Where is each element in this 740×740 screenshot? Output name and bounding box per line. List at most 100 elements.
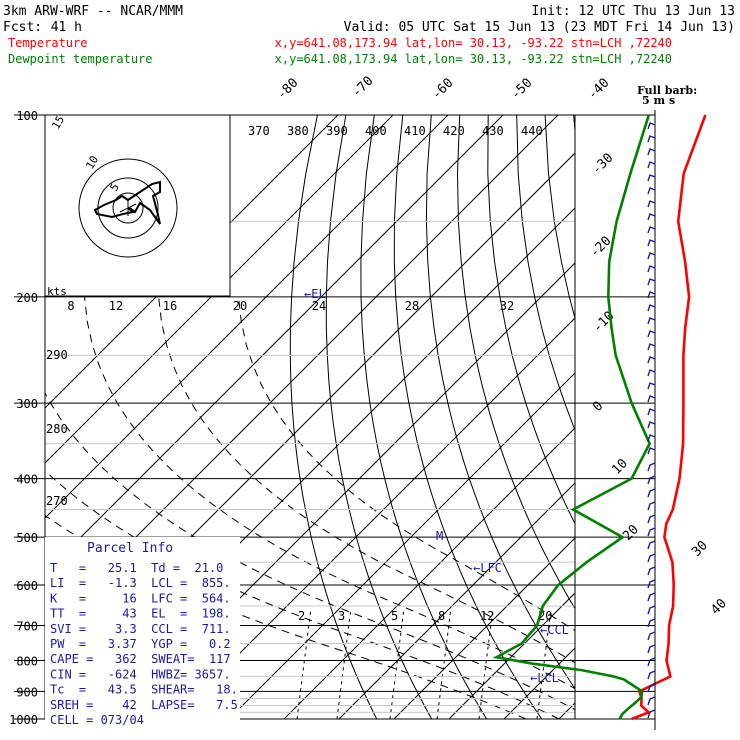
wind-barb: [647, 434, 656, 442]
isotherm-line: [448, 592, 575, 719]
moist-adiabat-line: [45, 391, 575, 711]
wind-barb: [647, 187, 656, 195]
parcel-info-row: Tc = 43.5 SHEAR= 18.: [50, 683, 238, 697]
mixing-ratio-label: 5: [391, 609, 398, 623]
wind-barb: [647, 670, 656, 680]
wind-barb: [647, 239, 656, 247]
wind-barb: [647, 644, 656, 654]
dry-adiabat-line: [602, 115, 740, 719]
isotherm-line: [338, 482, 575, 719]
wind-barb: [647, 304, 656, 312]
mixing-ratio-line: [336, 607, 352, 719]
hodo-ring-label-mid: 10: [83, 154, 101, 172]
lcl-marker: ←LCL: [530, 671, 559, 685]
theta-tick-label: 380: [287, 124, 309, 138]
wind-barb: [647, 317, 656, 325]
dry-adiabat-line: [425, 115, 575, 690]
isotherm-tick-label: 30: [689, 538, 711, 560]
parcel-info-row: TT = 43 EL = 198.: [50, 607, 231, 621]
pressure-tick-label: 800: [16, 654, 38, 668]
wind-barb: [647, 148, 656, 156]
wind-barb: [647, 605, 656, 615]
wind-barb: [647, 657, 656, 667]
theta-tick-label: 420: [443, 124, 465, 138]
pressure-tick-label: 700: [16, 619, 38, 633]
isotherm-tick-label: -30: [589, 151, 616, 178]
hodo-speed-label: 24: [312, 299, 326, 313]
hodo-speed-label: 8: [67, 299, 74, 313]
mixing-ratio-line: [478, 607, 494, 719]
wind-barb: [647, 161, 656, 169]
wind-barb: [647, 135, 656, 143]
isotherm-line: [45, 115, 394, 464]
pressure-tick-label: 500: [16, 531, 38, 545]
dry-adiabat-tick-label: 290: [46, 348, 68, 362]
dry-adiabat-line: [716, 115, 740, 719]
parcel-info-row: CELL = 073/04: [50, 713, 144, 727]
wind-barb: [647, 265, 656, 273]
wind-barb: [647, 369, 656, 377]
isotherm-tick-label: 10: [609, 456, 631, 478]
forecast-hour: 41 h: [51, 20, 82, 35]
parcel-info-row: T = 25.1 Td = 21.0: [50, 561, 223, 575]
wind-barb: [647, 122, 656, 130]
wind-barb: [647, 421, 656, 429]
isotherm-tick-label: -50: [508, 76, 535, 103]
isotherm-tick-label: -60: [429, 76, 456, 103]
pressure-tick-label: 400: [16, 473, 38, 487]
mixing-ratio-lines: [296, 607, 552, 719]
hodo-speed-label: 20: [233, 299, 247, 313]
theta-tick-label: 410: [404, 124, 426, 138]
wind-barb: [647, 200, 656, 208]
wind-barb: [647, 278, 656, 286]
wind-barb: [647, 618, 656, 628]
hodo-speed-label: 28: [405, 299, 419, 313]
mixing-ratio-label: 8: [438, 609, 445, 623]
temperature-trace: [631, 114, 707, 721]
forecast-label: Fcst:: [3, 20, 42, 35]
lfc-marker: ←LFC: [473, 561, 502, 575]
pressure-tick-label: 100: [16, 109, 38, 123]
wind-barb: [647, 527, 656, 537]
wind-barb: [647, 631, 656, 641]
theta-tick-label: 390: [326, 124, 348, 138]
wind-barb: [647, 343, 656, 351]
parcel-info-row: SREH = 42 LAPSE= 7.5: [50, 698, 238, 712]
parcel-info-row: PW = 3.37 YGP = 0.2: [50, 637, 231, 651]
parcel-info-row: SVI = 3.3 CCL = 711.: [50, 622, 231, 636]
wind-barb: [647, 579, 656, 589]
wind-barb: [647, 462, 656, 472]
mixing-ratio-line: [296, 607, 312, 719]
pressure-tick-label: 900: [16, 685, 38, 699]
isotherm-line: [173, 317, 575, 719]
moist-adiabat-line: [238, 296, 575, 632]
dewpoint-legend-label: Dewpoint temperature: [8, 52, 153, 66]
parcel-info-title: Parcel Info: [87, 541, 173, 556]
wind-barb: [647, 475, 656, 485]
temperature-legend-label: Temperature: [8, 36, 87, 50]
isotherm-line: [45, 115, 339, 409]
isotherm-line: [228, 372, 575, 719]
theta-tick-label: 430: [482, 124, 504, 138]
hodo-speed-label: 12: [109, 299, 123, 313]
parcel-info-row: CIN = -624 HWBZ= 3657.: [50, 667, 231, 681]
wind-barb: [647, 330, 656, 338]
dry-adiabat-line: [659, 115, 740, 719]
m-marker: M: [436, 529, 443, 543]
temperature-location: x,y=641.08,173.94 lat,lon= 30.13, -93.22…: [275, 36, 672, 50]
wind-barb: [647, 408, 656, 416]
isotherm-tick-label: 0: [590, 399, 606, 415]
isotherm-tick-label: -40: [585, 76, 612, 103]
isotherm-tick-label: 40: [708, 596, 730, 618]
dry-adiabat-tick-label: 280: [46, 422, 68, 436]
hodo-ring-label-outer: 15: [49, 114, 67, 132]
hodo-speed-label: 16: [163, 299, 177, 313]
isotherm-line: [283, 427, 575, 719]
isotherm-tick-label: 20: [620, 522, 642, 544]
wind-barb: [647, 501, 656, 511]
wind-barb: [647, 566, 656, 576]
wind-barb: [647, 709, 656, 719]
barb-legend-title: Full barb:: [637, 84, 697, 97]
wind-barb: [647, 226, 656, 234]
parcel-info-row: CAPE = 362 SWEAT= 117: [50, 652, 231, 666]
